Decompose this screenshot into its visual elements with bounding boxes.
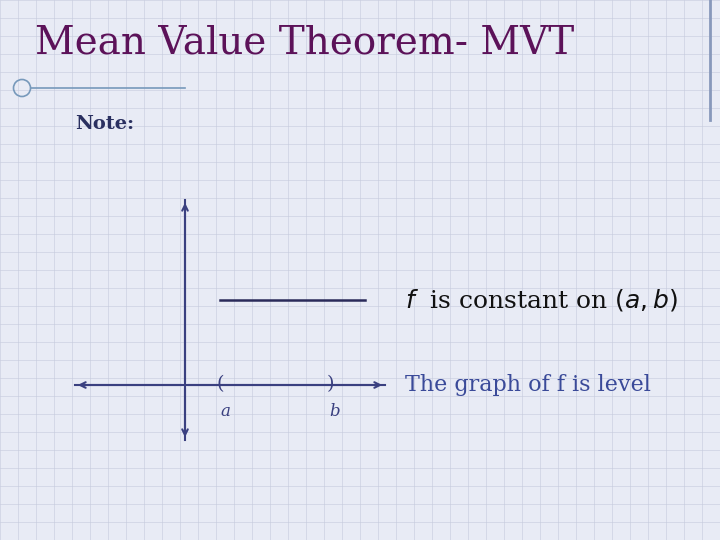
Text: Note:: Note: — [75, 115, 134, 133]
Text: Mean Value Theorem- MVT: Mean Value Theorem- MVT — [35, 25, 575, 62]
Text: $f$  is constant on $(a, b)$: $f$ is constant on $(a, b)$ — [405, 287, 678, 313]
Text: ): ) — [326, 375, 334, 393]
Text: a: a — [220, 403, 230, 420]
Text: b: b — [330, 403, 341, 420]
Text: (: ( — [216, 375, 224, 393]
Text: The graph of f is level: The graph of f is level — [405, 374, 651, 396]
